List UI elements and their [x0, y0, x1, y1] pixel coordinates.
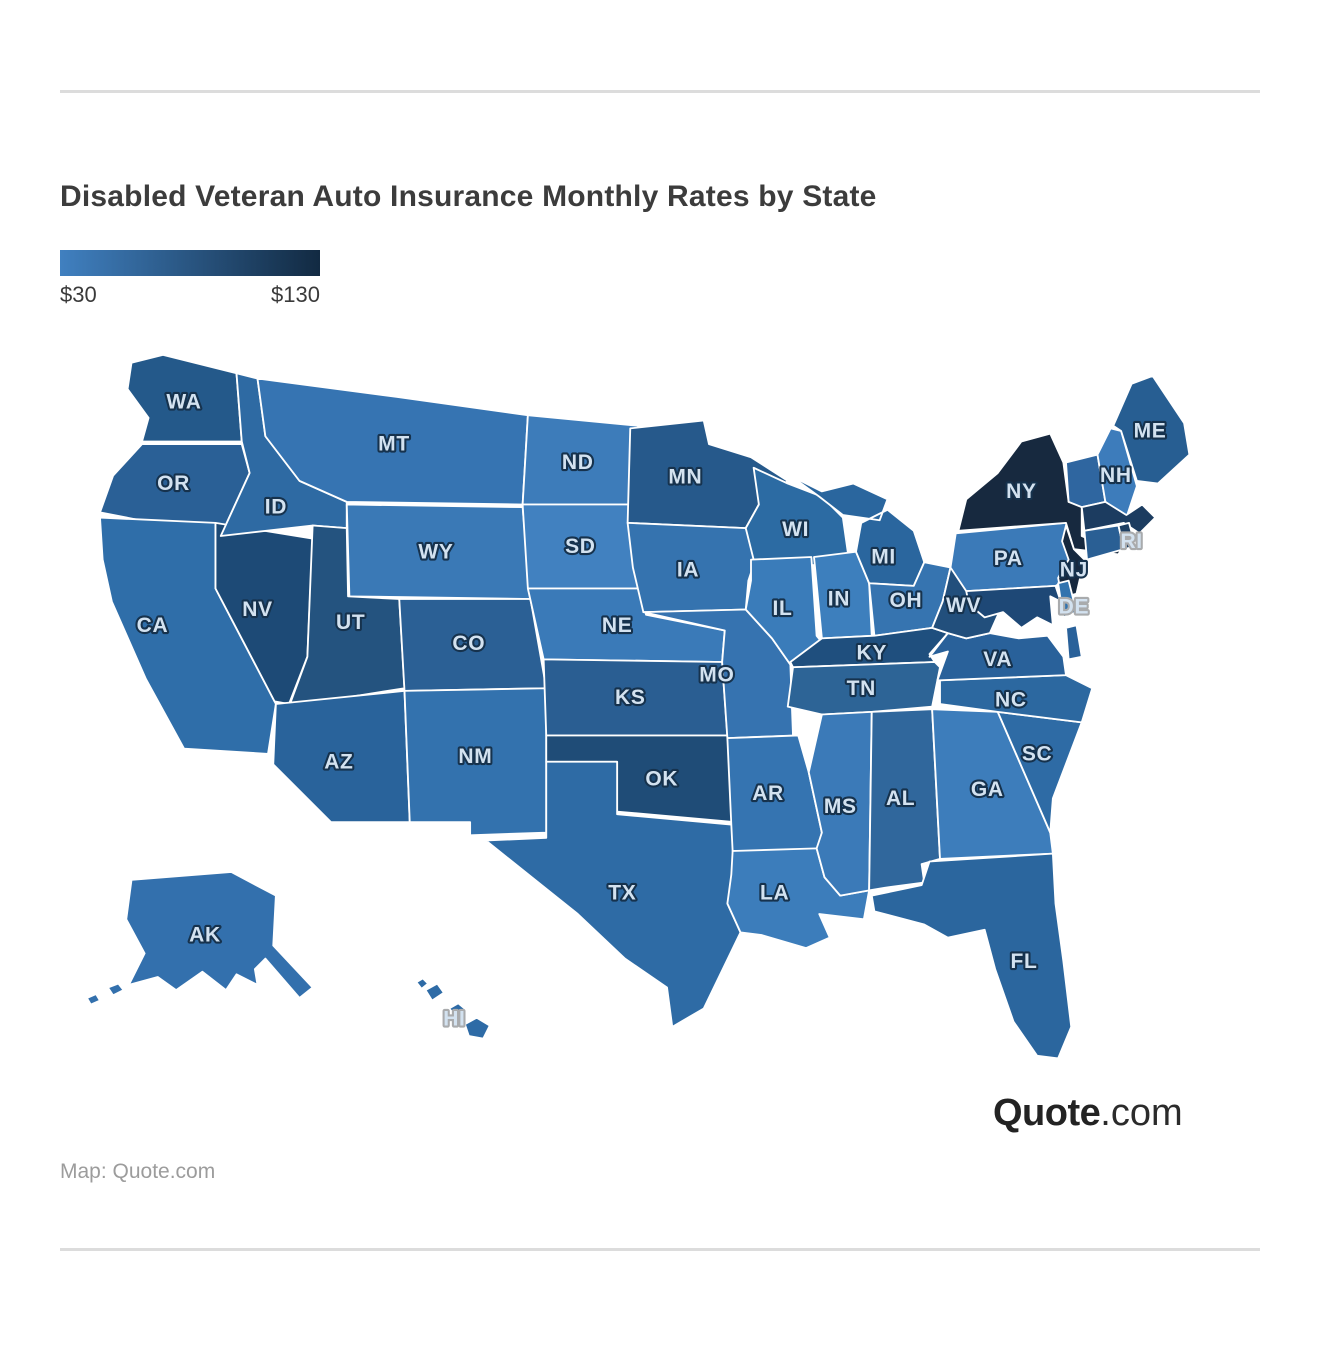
state-tn — [786, 661, 941, 716]
top-divider — [60, 90, 1260, 93]
state-label-mn: MN — [668, 466, 702, 489]
state-label-ne: NE — [602, 614, 633, 637]
state-label-ca: CA — [137, 614, 169, 637]
state-label-in: IN — [828, 588, 850, 611]
state-label-id: ID — [265, 496, 287, 519]
state-label-wi: WI — [782, 518, 809, 541]
us-choropleth-map: WA OR CA NV ID MT WY UT CO AZ NM ND SD NE KS OK TX MN IA MO… — [16, 310, 1276, 1098]
state-label-sc: SC — [1022, 742, 1052, 765]
state-hi — [415, 977, 491, 1040]
state-wa — [126, 353, 243, 443]
state-label-ar: AR — [752, 782, 784, 805]
state-label-tn: TN — [847, 677, 876, 700]
legend-max-label: $130 — [271, 282, 320, 307]
state-label-ky: KY — [857, 641, 888, 664]
state-label-ok: OK — [645, 767, 678, 790]
state-label-il: IL — [773, 597, 793, 620]
state-label-ut: UT — [336, 611, 365, 634]
state-label-or: OR — [157, 472, 190, 495]
state-de — [1057, 579, 1078, 619]
state-mt — [256, 377, 529, 506]
state-label-nc: NC — [995, 689, 1027, 712]
state-label-ri: RI — [1120, 530, 1142, 553]
logo-bold-text: Quote — [993, 1092, 1101, 1134]
state-me — [1112, 374, 1191, 485]
quote-com-logo: Quote.com — [993, 1092, 1183, 1135]
map-attribution: Map: Quote.com — [60, 1160, 216, 1183]
state-label-va: VA — [983, 648, 1012, 671]
state-label-nj: NJ — [1060, 559, 1088, 582]
logo-rest-text: .com — [1100, 1092, 1183, 1134]
state-label-la: LA — [760, 882, 789, 905]
state-tx — [484, 760, 742, 1028]
state-label-sd: SD — [565, 535, 596, 558]
state-label-ny: NY — [1006, 480, 1036, 503]
state-ga — [931, 708, 1054, 860]
state-label-ia: IA — [677, 559, 699, 582]
state-label-pa: PA — [994, 547, 1023, 570]
state-label-ga: GA — [971, 778, 1004, 801]
state-md — [965, 584, 1062, 629]
state-label-ms: MS — [824, 795, 857, 818]
state-label-hi: HI — [443, 1008, 465, 1031]
state-label-mt: MT — [378, 433, 410, 456]
state-label-wy: WY — [418, 540, 453, 563]
state-label-ak: AK — [189, 924, 221, 947]
state-label-de: DE — [1059, 595, 1090, 618]
state-label-wa: WA — [166, 391, 201, 414]
state-in — [813, 550, 873, 640]
bottom-divider — [60, 1248, 1260, 1251]
state-az — [272, 689, 411, 824]
state-label-tx: TX — [608, 882, 636, 905]
state-label-al: AL — [886, 787, 915, 810]
us-map-svg: WA OR CA NV ID MT WY UT CO AZ NM ND SD NE KS OK TX MN IA MO… — [85, 353, 1191, 1060]
legend-gradient-bar — [60, 250, 320, 276]
legend-min-label: $30 — [60, 282, 97, 307]
state-label-oh: OH — [889, 589, 922, 612]
state-label-nd: ND — [562, 451, 594, 474]
state-ak — [85, 871, 314, 1006]
color-scale-legend: $30 $130 — [60, 250, 320, 308]
state-label-nv: NV — [242, 598, 273, 621]
state-label-ks: KS — [615, 686, 646, 709]
page-title: Disabled Veteran Auto Insurance Monthly … — [60, 180, 877, 214]
state-label-mo: MO — [699, 664, 734, 687]
state-ri — [1117, 521, 1137, 551]
state-label-nm: NM — [458, 745, 492, 768]
legend-labels: $30 $130 — [60, 282, 320, 308]
state-label-fl: FL — [1011, 950, 1038, 973]
state-fl — [870, 852, 1073, 1060]
state-label-mi: MI — [871, 546, 896, 569]
state-label-me: ME — [1134, 420, 1167, 443]
state-label-az: AZ — [324, 750, 353, 773]
state-label-co: CO — [452, 632, 485, 655]
state-label-wv: WV — [946, 594, 981, 617]
state-label-nh: NH — [1100, 464, 1132, 487]
